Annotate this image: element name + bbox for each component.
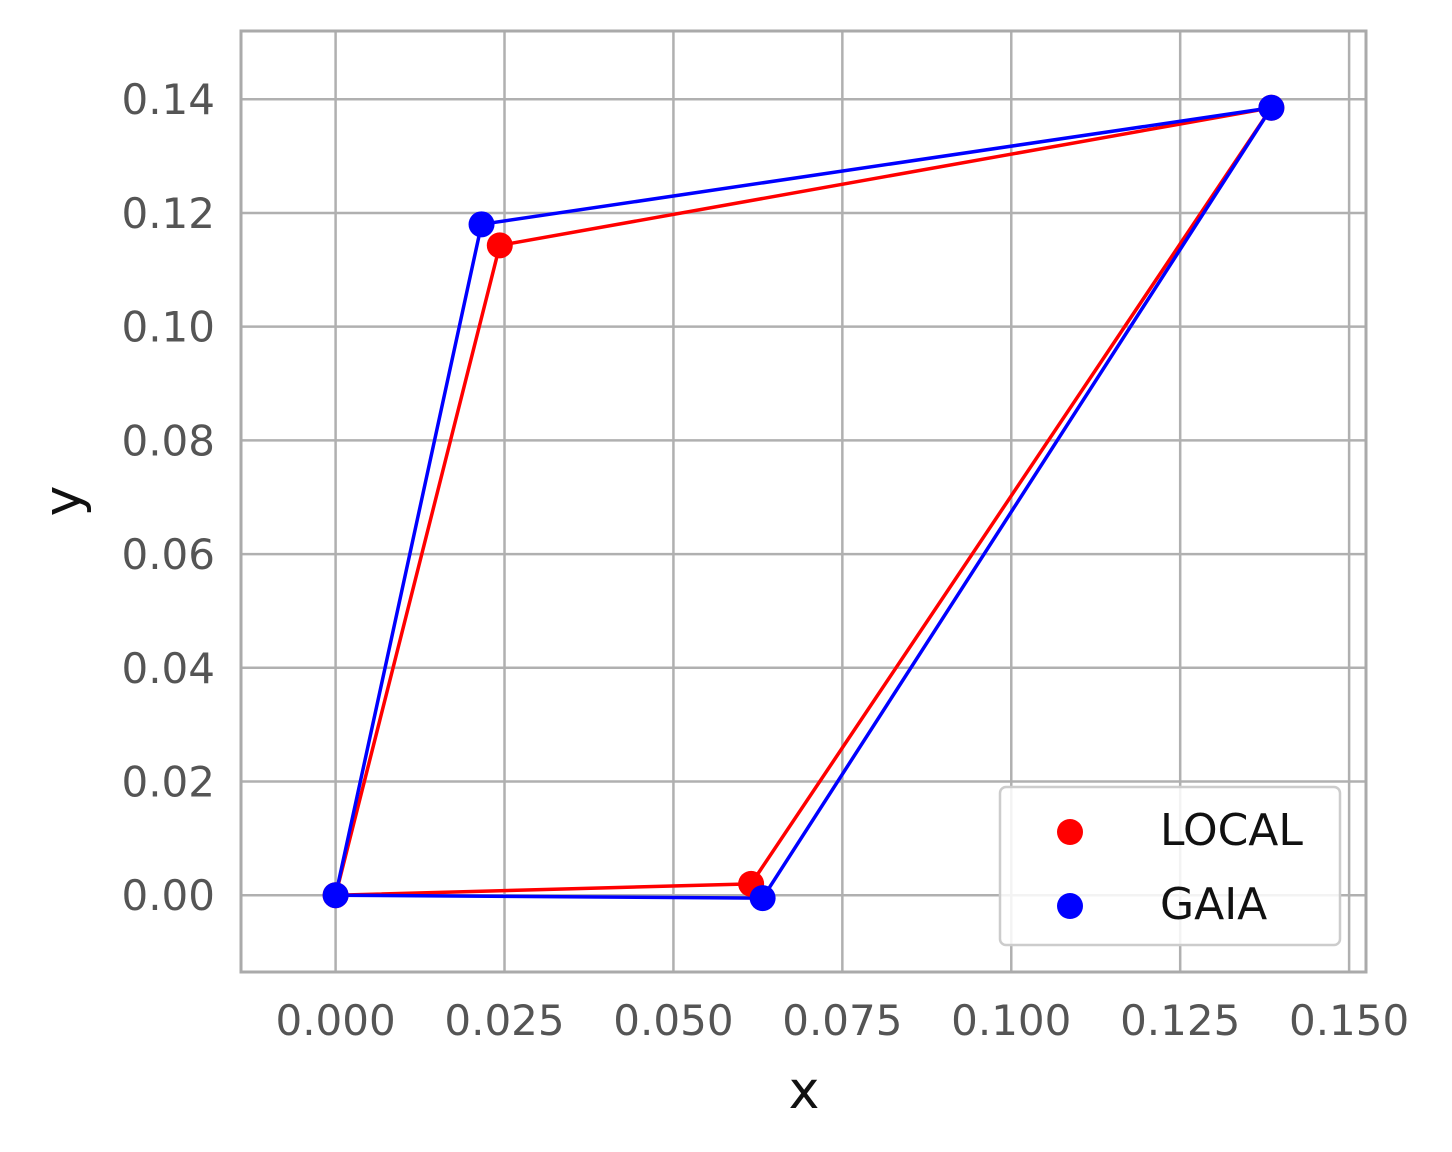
legend-box [998,785,1342,947]
data-point-gaia [468,211,495,238]
legend-marker-gaia [1057,893,1083,919]
y-tick-label: 0.00 [121,871,215,920]
plot-frame [239,29,1368,974]
y-tick-label: 0.08 [121,416,215,465]
x-tick-label: 0.050 [613,996,733,1045]
y-tick-labels: 0.00 0.02 0.04 0.06 0.08 0.10 0.12 0.14 [121,75,215,920]
x-tick-label: 0.125 [1120,996,1240,1045]
data-point-gaia [322,882,349,909]
x-tick-labels: 0.000 0.025 0.050 0.075 0.100 0.125 0.150 [275,996,1409,1045]
data-point-local [486,232,513,259]
y-tick-label: 0.02 [121,758,215,807]
x-axis-title: x [789,1061,820,1121]
x-tick-label: 0.150 [1289,996,1409,1045]
y-tick-label: 0.06 [121,530,215,579]
data-point-gaia [749,885,776,912]
y-axis-title: y [33,486,93,517]
grid [241,31,1366,972]
y-tick-label: 0.04 [121,644,215,693]
x-tick-label: 0.075 [782,996,902,1045]
series-layer [322,94,1285,912]
y-tick-label: 0.12 [121,189,215,238]
legend-marker-local [1057,819,1083,845]
legend: LOCAL GAIA [998,785,1342,947]
y-tick-label: 0.14 [121,75,215,124]
legend-label-gaia: GAIA [1160,879,1267,930]
data-point-gaia [1258,94,1285,121]
legend-label-local: LOCAL [1160,805,1303,856]
x-tick-label: 0.000 [275,996,395,1045]
y-tick-label: 0.10 [121,303,215,352]
x-tick-label: 0.025 [444,996,564,1045]
x-tick-label: 0.100 [951,996,1071,1045]
